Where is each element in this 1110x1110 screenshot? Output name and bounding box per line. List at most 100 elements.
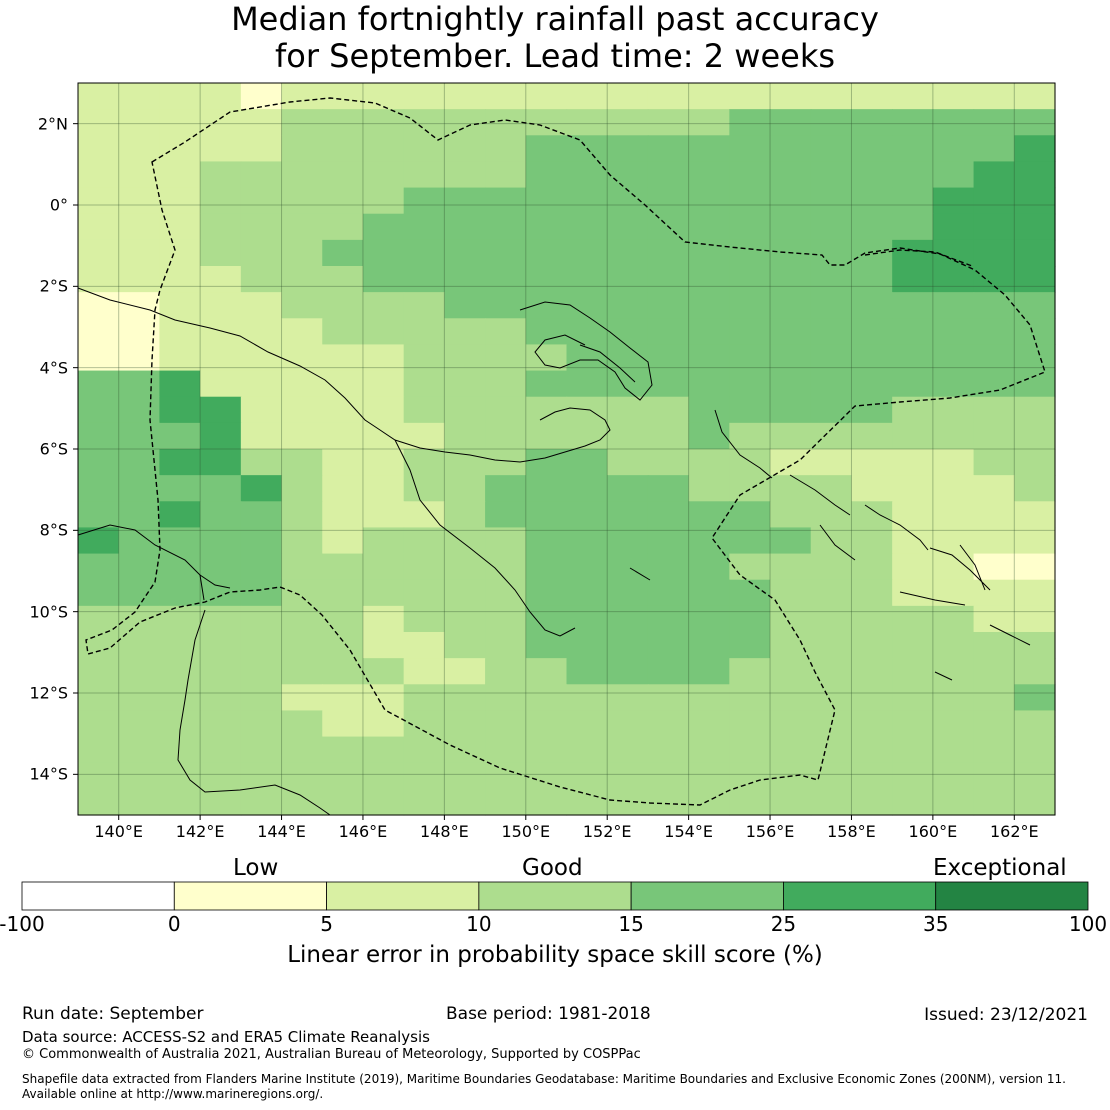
skill-cell: [322, 788, 364, 816]
skill-cell: [159, 658, 201, 685]
skill-cell: [729, 475, 771, 502]
skill-cell: [566, 187, 608, 215]
skill-cell: [851, 135, 893, 163]
skill-cell: [607, 266, 649, 293]
latitude-label: 0°: [49, 195, 68, 215]
skill-cell: [973, 239, 1015, 267]
skill-cell: [810, 239, 853, 267]
skill-cell: [525, 292, 568, 319]
skill-cell: [892, 475, 934, 502]
skill-cell: [892, 684, 934, 712]
skill-cell: [322, 501, 364, 529]
longitude-label: 142°E: [175, 822, 225, 841]
skill-cell: [444, 422, 486, 450]
run-date: Run date: September: [22, 1004, 204, 1024]
skill-cell: [607, 475, 649, 502]
skill-cell: [362, 449, 405, 476]
skill-cell: [851, 292, 893, 319]
skill-cell: [810, 762, 853, 790]
skill-cell: [159, 422, 201, 450]
skill-cell: [362, 762, 405, 790]
skill-cell: [892, 632, 934, 659]
skill-cell: [118, 788, 161, 816]
skill-cell: [688, 553, 730, 581]
skill-cell: [729, 527, 771, 555]
skill-cell: [525, 501, 568, 529]
skill-cell: [973, 553, 1015, 581]
skill-cell: [281, 135, 323, 163]
axis-ticks: [73, 123, 1015, 820]
skill-cell: [770, 475, 812, 502]
skill-cell: [688, 475, 730, 502]
skill-cell: [688, 684, 730, 712]
skill-cell: [770, 161, 812, 189]
skill-cell: [892, 579, 934, 607]
skill-cell: [240, 422, 283, 450]
skill-cell: [688, 632, 730, 659]
skill-cell: [566, 83, 608, 110]
skill-cell: [647, 684, 690, 712]
skill-cell: [688, 135, 730, 163]
skill-cell: [118, 83, 161, 110]
skill-cell: [851, 553, 893, 581]
skill-cell: [770, 527, 812, 555]
skill-cell: [159, 83, 201, 110]
skill-cell: [444, 605, 486, 633]
skill-cell: [892, 527, 934, 555]
skill-cell: [362, 135, 405, 163]
png-eez-boundary: [85, 97, 1046, 806]
skill-cell: [647, 109, 690, 136]
skill-cell: [688, 318, 730, 346]
skill-cell: [118, 161, 161, 189]
skill-cell: [932, 632, 975, 659]
skill-cell: [118, 292, 161, 319]
skill-cell: [566, 344, 608, 372]
skill-cell: [444, 318, 486, 346]
skill-cell: [240, 83, 283, 110]
skill-cell: [200, 736, 242, 764]
skill-cell: [647, 605, 690, 633]
skill-cell: [281, 475, 323, 502]
skill-cell: [932, 553, 975, 581]
skill-cell: [525, 344, 568, 372]
skill-cell: [932, 684, 975, 712]
skill-cell: [688, 161, 730, 189]
skill-cell: [973, 266, 1015, 293]
skill-cell: [403, 344, 445, 372]
shapefile-credit: Shapefile data extracted from Flanders M…: [22, 1072, 1066, 1086]
skill-cell: [810, 579, 853, 607]
colorbar-tick-label: 35: [922, 912, 949, 936]
skill-cell: [607, 370, 649, 398]
skill-cell: [851, 475, 893, 502]
skill-cell: [362, 658, 405, 685]
skill-cell: [566, 161, 608, 189]
skill-cell: [1014, 762, 1056, 790]
skill-cell: [240, 449, 283, 476]
chart-title-line-2: for September. Lead time: 2 weeks: [274, 37, 836, 75]
skill-cell: [892, 161, 934, 189]
skill-cell: [932, 187, 975, 215]
skill-cell: [118, 396, 161, 424]
skill-cell: [444, 579, 486, 607]
skill-cell: [78, 318, 120, 346]
skill-cell: [770, 422, 812, 450]
skill-cell: [281, 109, 323, 136]
skill-cell: [688, 266, 730, 293]
skill-cell: [322, 475, 364, 502]
skill-cell: [973, 161, 1015, 189]
skill-cell: [607, 632, 649, 659]
skill-cell: [78, 788, 120, 816]
skill-cell: [240, 553, 283, 581]
latitude-label: 8°S: [39, 520, 68, 540]
skill-cell: [525, 83, 568, 110]
skill-cell: [729, 83, 771, 110]
skill-cell: [688, 501, 730, 529]
skill-cell: [566, 658, 608, 685]
skill-cell: [322, 318, 364, 346]
skill-cell: [362, 605, 405, 633]
skill-cell: [159, 736, 201, 764]
skill-grid: [78, 83, 1056, 816]
skill-cell: [647, 187, 690, 215]
skill-cell: [892, 213, 934, 241]
skill-cell: [403, 684, 445, 712]
